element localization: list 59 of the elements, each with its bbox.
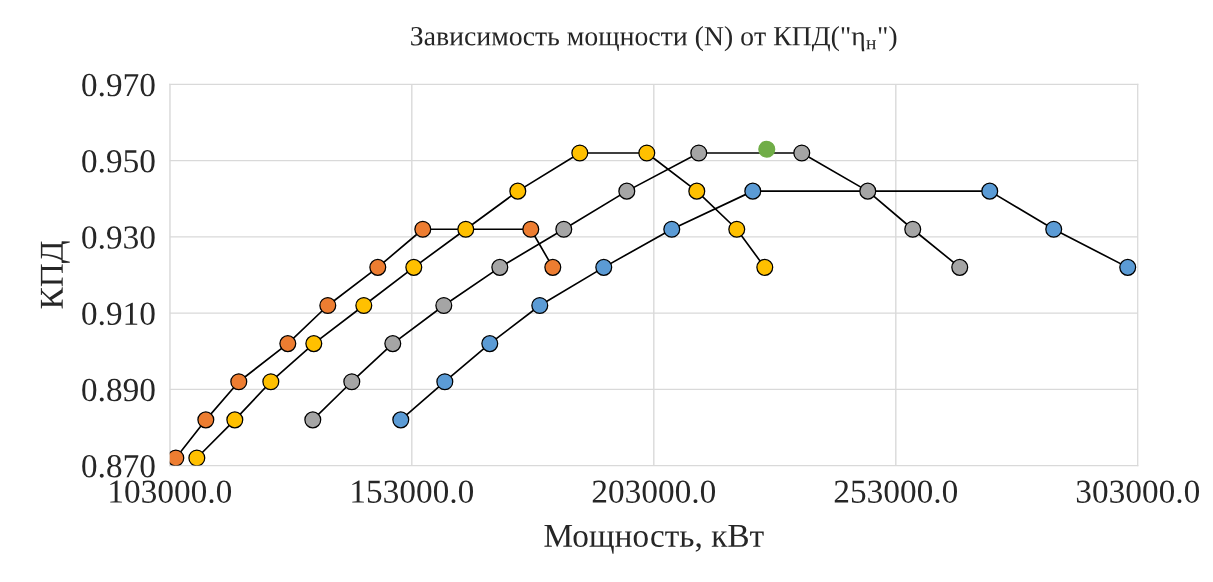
point bbox=[690, 144, 708, 162]
point bbox=[457, 220, 475, 238]
point bbox=[169, 449, 185, 466]
point bbox=[491, 258, 509, 276]
point bbox=[414, 220, 432, 238]
point bbox=[859, 182, 877, 200]
point bbox=[1045, 220, 1063, 238]
y-axis-title: КПД bbox=[40, 241, 70, 309]
point bbox=[319, 296, 337, 315]
point bbox=[343, 373, 361, 391]
point bbox=[531, 296, 549, 315]
x-tick-label: 103000.0 bbox=[110, 480, 232, 504]
point bbox=[384, 335, 402, 353]
point bbox=[663, 220, 681, 238]
point bbox=[571, 144, 589, 162]
point bbox=[951, 258, 969, 276]
x-tick-label: 303000.0 bbox=[1076, 480, 1200, 504]
x-axis-title: Мощность, кВт bbox=[544, 524, 764, 554]
point bbox=[793, 144, 811, 162]
point bbox=[369, 258, 387, 276]
point bbox=[595, 258, 613, 276]
point bbox=[305, 335, 323, 353]
point bbox=[981, 182, 999, 200]
point bbox=[436, 373, 454, 391]
point bbox=[728, 220, 746, 238]
point bbox=[618, 182, 636, 200]
y-tick-label: 0.910 bbox=[82, 302, 155, 326]
y-tick-label: 0.870 bbox=[82, 455, 155, 478]
point bbox=[544, 258, 562, 276]
point bbox=[355, 296, 373, 315]
point bbox=[262, 373, 280, 391]
y-tick-label: 0.970 bbox=[82, 73, 155, 97]
point bbox=[522, 220, 540, 238]
point bbox=[555, 220, 573, 238]
chart-title: Зависимость мощности (N) от КПД("η$_{н}$") bbox=[411, 26, 897, 52]
point bbox=[1119, 258, 1137, 276]
point bbox=[509, 182, 527, 200]
point bbox=[279, 335, 297, 353]
x-tick-label: 153000.0 bbox=[352, 480, 474, 504]
point bbox=[756, 258, 774, 276]
x-tick-label: 253000.0 bbox=[834, 480, 958, 504]
y-tick-label: 0.930 bbox=[82, 226, 155, 249]
point bbox=[405, 258, 423, 276]
point bbox=[230, 373, 248, 391]
point bbox=[188, 449, 206, 466]
point bbox=[197, 411, 215, 429]
point bbox=[904, 220, 922, 238]
point bbox=[758, 140, 776, 158]
point bbox=[304, 411, 322, 429]
point bbox=[638, 144, 656, 162]
point bbox=[226, 411, 244, 429]
point bbox=[744, 182, 762, 200]
y-tick-label: 0.890 bbox=[82, 378, 155, 402]
point bbox=[688, 182, 706, 200]
y-tick-label: 0.950 bbox=[82, 150, 155, 173]
point bbox=[481, 335, 499, 353]
point bbox=[435, 296, 453, 315]
x-tick-label: 203000.0 bbox=[592, 480, 716, 504]
point bbox=[392, 411, 410, 429]
